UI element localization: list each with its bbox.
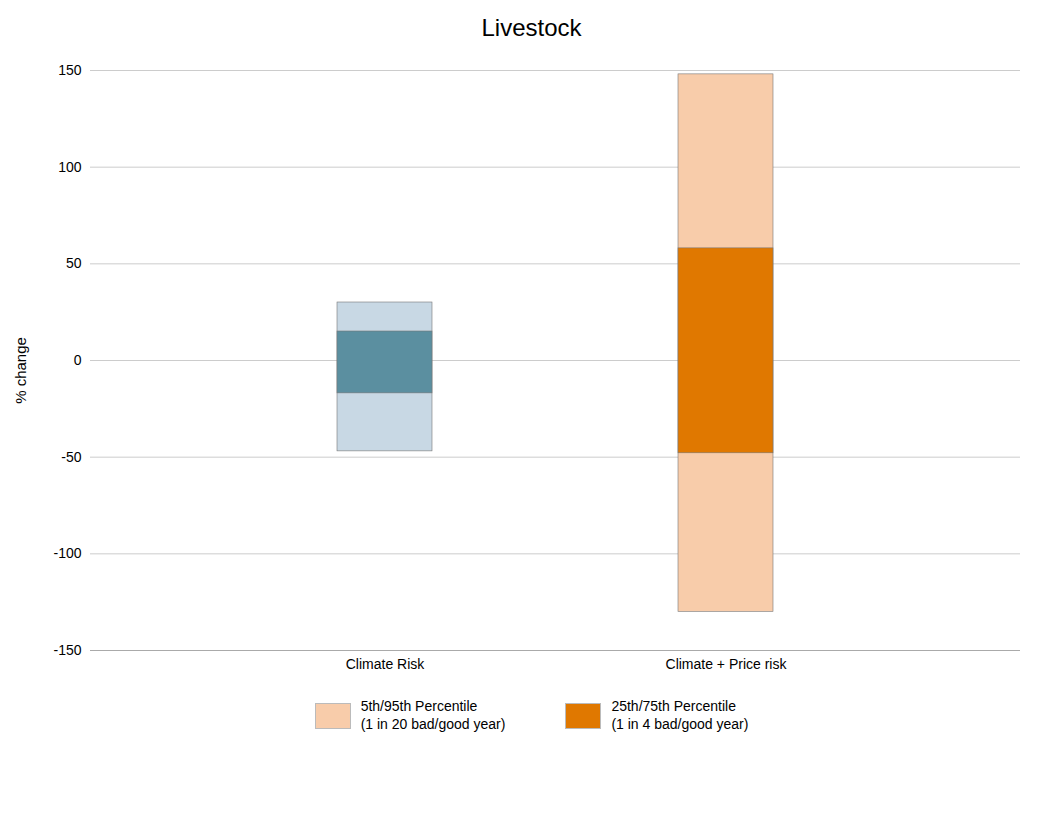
- html-text:Livestock: Livestock: [481, 14, 582, 41]
- svg-text:0: 0: [74, 352, 82, 368]
- svg-text:150: 150: [58, 62, 82, 78]
- svg-text:-100: -100: [53, 545, 81, 561]
- svg-text:Climate Risk: Climate Risk: [346, 656, 426, 672]
- svg-text:-50: -50: [61, 449, 81, 465]
- svg-text:100: 100: [58, 159, 82, 175]
- html-text:5th/95th Percentile (1 in 20 b: 5th/95th Percentile (1 in 20 bad/good ye…: [360, 698, 506, 732]
- html-text:25th/75th Percentile (1 in 4 b: 25th/75th Percentile (1 in 4 bad/good ye…: [611, 698, 749, 732]
- svg-text:-150: -150: [53, 642, 81, 658]
- html-text:% change: % change: [11, 336, 29, 404]
- svg-text:Climate + Price risk: Climate + Price risk: [666, 656, 788, 672]
- svg-text:50: 50: [66, 255, 82, 271]
